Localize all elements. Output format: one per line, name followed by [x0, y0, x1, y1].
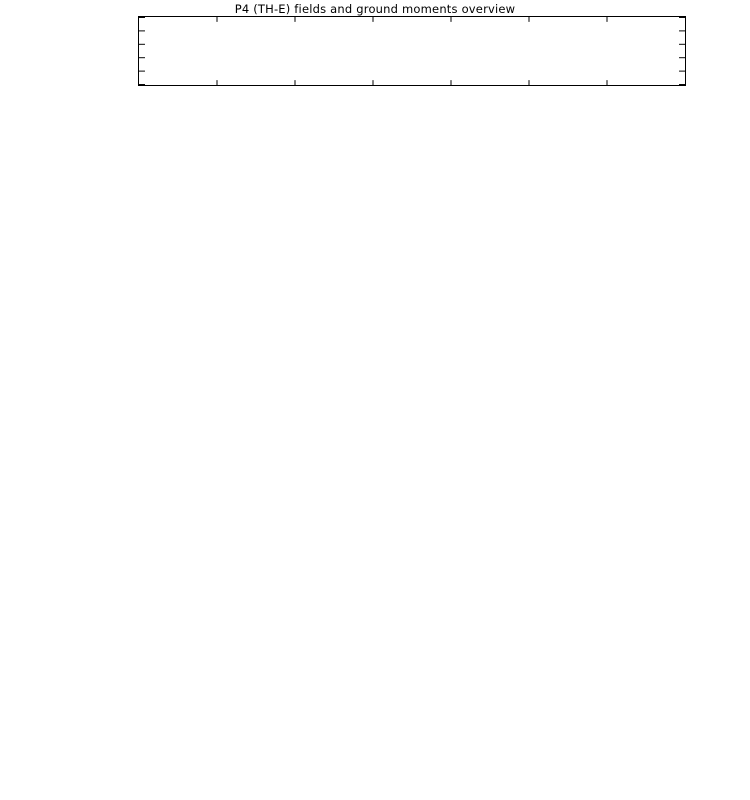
page-title: P4 (TH-E) fields and ground moments over… — [234, 2, 516, 16]
panel-fgs-gam — [138, 16, 686, 86]
